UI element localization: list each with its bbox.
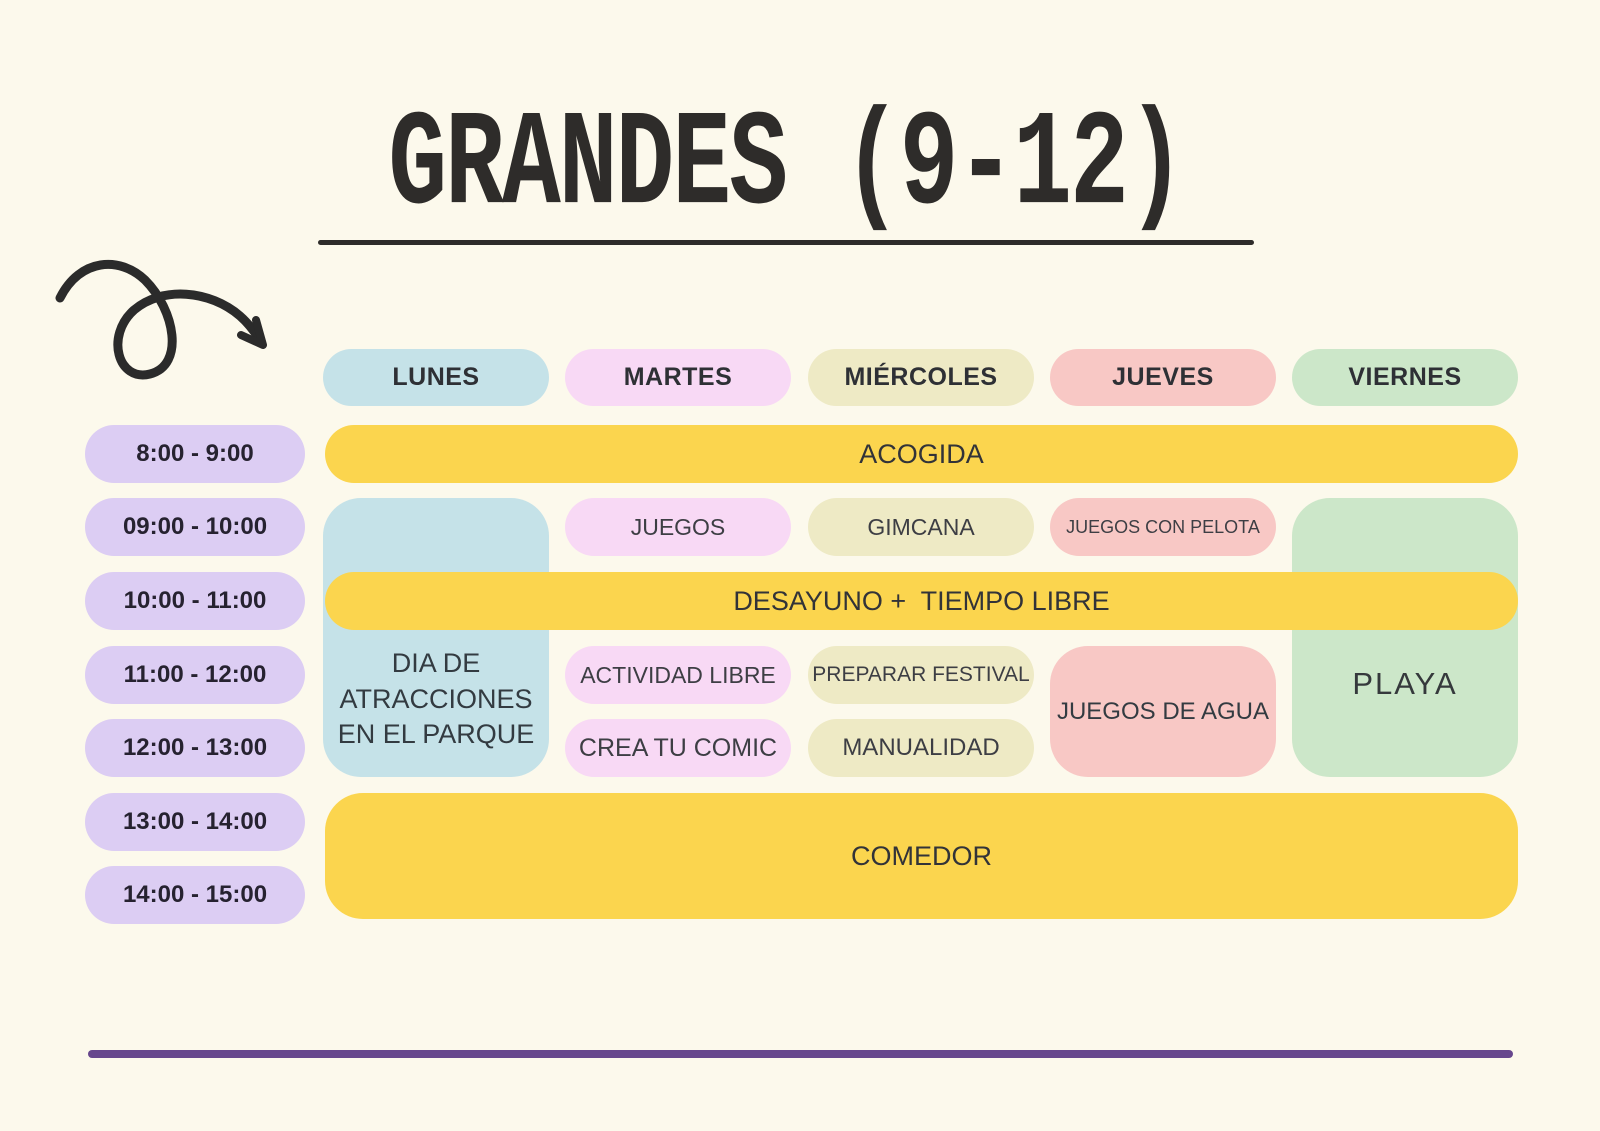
title-underline [318,240,1254,245]
time-slot: 09:00 - 10:00 [85,498,305,556]
day-label: JUEVES [1112,363,1214,391]
time-slot: 12:00 - 13:00 [85,719,305,777]
day-label: MARTES [623,363,733,391]
time-slot: 14:00 - 15:00 [85,866,305,924]
day-label: LUNES [392,363,480,391]
activity-dia-de-atracciones: DIA DE ATRACCIONES EN EL PARQUE [323,498,549,777]
day-header-viernes: VIERNES [1292,349,1518,406]
activity-gimcana: GIMCANA [808,498,1034,556]
activity-actividad-libre: ACTIVIDAD LIBRE [565,646,791,704]
activity-comedor: COMEDOR [325,793,1518,919]
day-label: VIERNES [1348,363,1462,391]
activity-desayuno-tiempo-libre: DESAYUNO + TIEMPO LIBRE [325,572,1518,630]
time-slot: 8:00 - 9:00 [85,425,305,483]
activity-preparar-festival: PREPARAR FESTIVAL [808,646,1034,704]
activity-juegos-con-pelota: JUEGOS CON PELOTA [1050,498,1276,556]
activity-crea-tu-comic: CREA TU COMIC [565,719,791,777]
activity-acogida: ACOGIDA [325,425,1518,483]
day-label: MIÉRCOLES [844,363,998,391]
day-header-jueves: JUEVES [1050,349,1276,406]
time-slot: 10:00 - 11:00 [85,572,305,630]
curly-arrow-icon [55,260,267,380]
day-header-miercoles: MIÉRCOLES [808,349,1034,406]
page-title: GRANDES (9-12) [388,90,1185,244]
activity-manualidad: MANUALIDAD [808,719,1034,777]
day-header-lunes: LUNES [323,349,549,406]
activity-playa: PLAYA [1292,498,1518,777]
day-header-martes: MARTES [565,349,791,406]
time-slot: 13:00 - 14:00 [85,793,305,851]
activity-juegos: JUEGOS [565,498,791,556]
bottom-divider [88,1050,1513,1058]
activity-juegos-de-agua: JUEGOS DE AGUA [1050,646,1276,777]
time-slot: 11:00 - 12:00 [85,646,305,704]
